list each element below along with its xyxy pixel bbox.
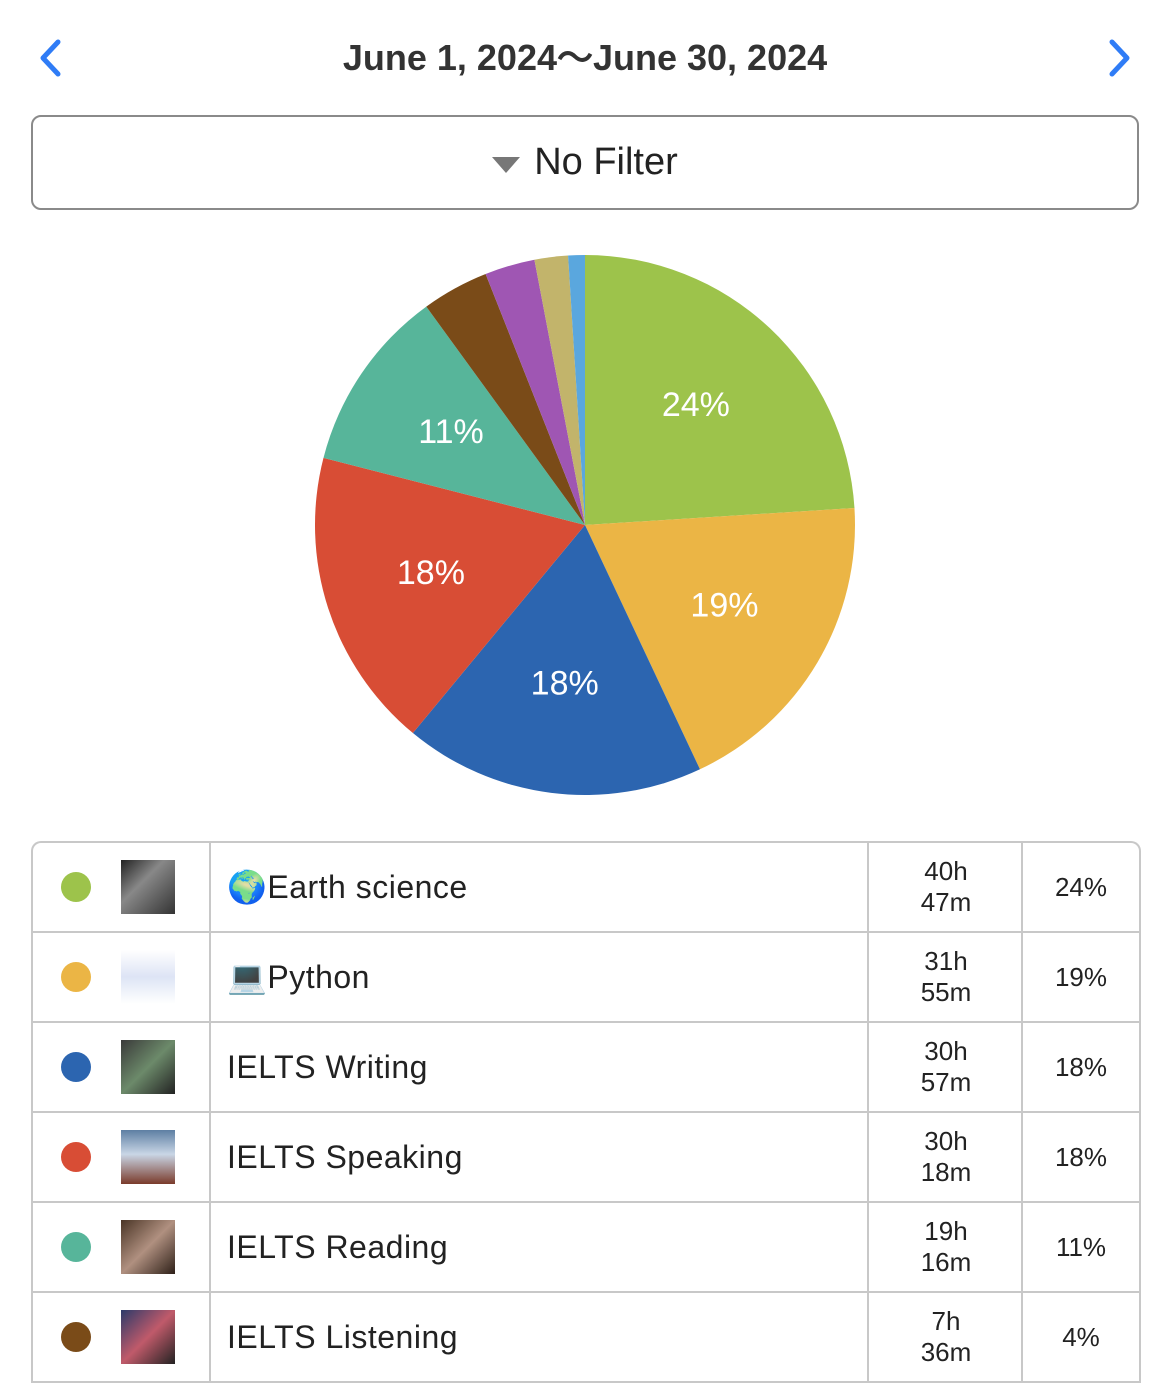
time-text: 19h [924, 1216, 968, 1246]
time-cell: 31h 55m [871, 933, 1023, 1021]
prev-button[interactable] [36, 38, 66, 78]
pie-chart: 24% 19% 18% 18% 11% [315, 255, 855, 795]
table-row: IELTS Listening 7h 36m 4% [33, 1293, 1139, 1383]
color-dot [61, 872, 91, 902]
table-row: 💻Python 31h 55m 19% [33, 933, 1139, 1023]
pie-slice [585, 508, 855, 770]
dropdown-icon [492, 156, 521, 173]
percent-cell: 11% [1055, 1231, 1107, 1262]
item-name: IELTS Speaking [209, 1113, 869, 1201]
time-text: 40h [924, 856, 968, 886]
pie-slice [568, 255, 585, 525]
next-button[interactable] [1104, 38, 1134, 78]
time-text: 31h [924, 946, 968, 976]
percent-cell: 19% [1054, 961, 1108, 992]
time-text: 57m [920, 1067, 972, 1097]
time-text: 7h [931, 1306, 961, 1336]
time-text: 30h [924, 1036, 968, 1066]
filter-label: No Filter [534, 141, 678, 183]
item-name: IELTS Listening [209, 1293, 869, 1381]
time-cell: 40h 47m [871, 843, 1023, 931]
item-name: IELTS Reading [209, 1203, 869, 1291]
color-dot [61, 962, 91, 992]
table-row: 🌍Earth science 40h 47m 24% [33, 843, 1139, 933]
color-dot [61, 1052, 91, 1082]
percent-cell: 24% [1054, 871, 1108, 902]
time-text: 18m [920, 1157, 972, 1187]
time-text: 55m [920, 977, 972, 1007]
slice-label: 24% [662, 386, 730, 424]
item-name: IELTS Writing [209, 1023, 869, 1111]
time-cell: 19h 16m [871, 1203, 1023, 1291]
color-dot [61, 1232, 91, 1262]
slice-label: 18% [397, 554, 465, 592]
filter-dropdown[interactable]: No Filter [31, 115, 1139, 210]
slice-label: 18% [531, 665, 599, 703]
table-row: IELTS Writing 30h 57m 18% [33, 1023, 1139, 1113]
pie-slice [485, 259, 585, 525]
thumbnail [121, 860, 175, 914]
color-dot [61, 1322, 91, 1352]
pie-slice [412, 525, 700, 795]
time-text: 36m [920, 1337, 972, 1367]
item-name: 💻Python [209, 933, 869, 1021]
pie-slice [534, 255, 585, 525]
thumbnail [121, 1130, 175, 1184]
time-cell: 7h 36m [871, 1293, 1023, 1381]
slice-label: 19% [690, 586, 758, 624]
percent-cell: 18% [1054, 1051, 1108, 1082]
time-cell: 30h 18m [871, 1113, 1023, 1201]
pie-slice [585, 255, 855, 525]
pie-slice [323, 306, 585, 525]
thumbnail [121, 1220, 175, 1274]
thumbnail [121, 1040, 175, 1094]
percent-cell: 4% [1062, 1321, 1100, 1352]
date-range: June 1, 2024～June 30, 2024 [342, 37, 828, 78]
percent-cell: 18% [1054, 1141, 1108, 1172]
slice-label: 11% [418, 413, 484, 451]
thumbnail [121, 950, 175, 1004]
summary-table: 🌍Earth science 40h 47m 24% 💻Python 31h 55m 19% I… [31, 841, 1141, 1383]
time-text: 30h [924, 1126, 968, 1156]
time-cell: 30h 57m [871, 1023, 1023, 1111]
table-row: IELTS Reading 19h 16m 11% [33, 1203, 1139, 1293]
table-row: IELTS Speaking 30h 18m 18% [33, 1113, 1139, 1203]
time-text: 16m [920, 1247, 972, 1277]
color-dot [61, 1142, 91, 1172]
pie-slice [315, 457, 585, 734]
item-name: 🌍Earth science [209, 843, 869, 931]
pie-slice [426, 273, 585, 525]
time-text: 47m [920, 887, 972, 917]
thumbnail [121, 1310, 175, 1364]
